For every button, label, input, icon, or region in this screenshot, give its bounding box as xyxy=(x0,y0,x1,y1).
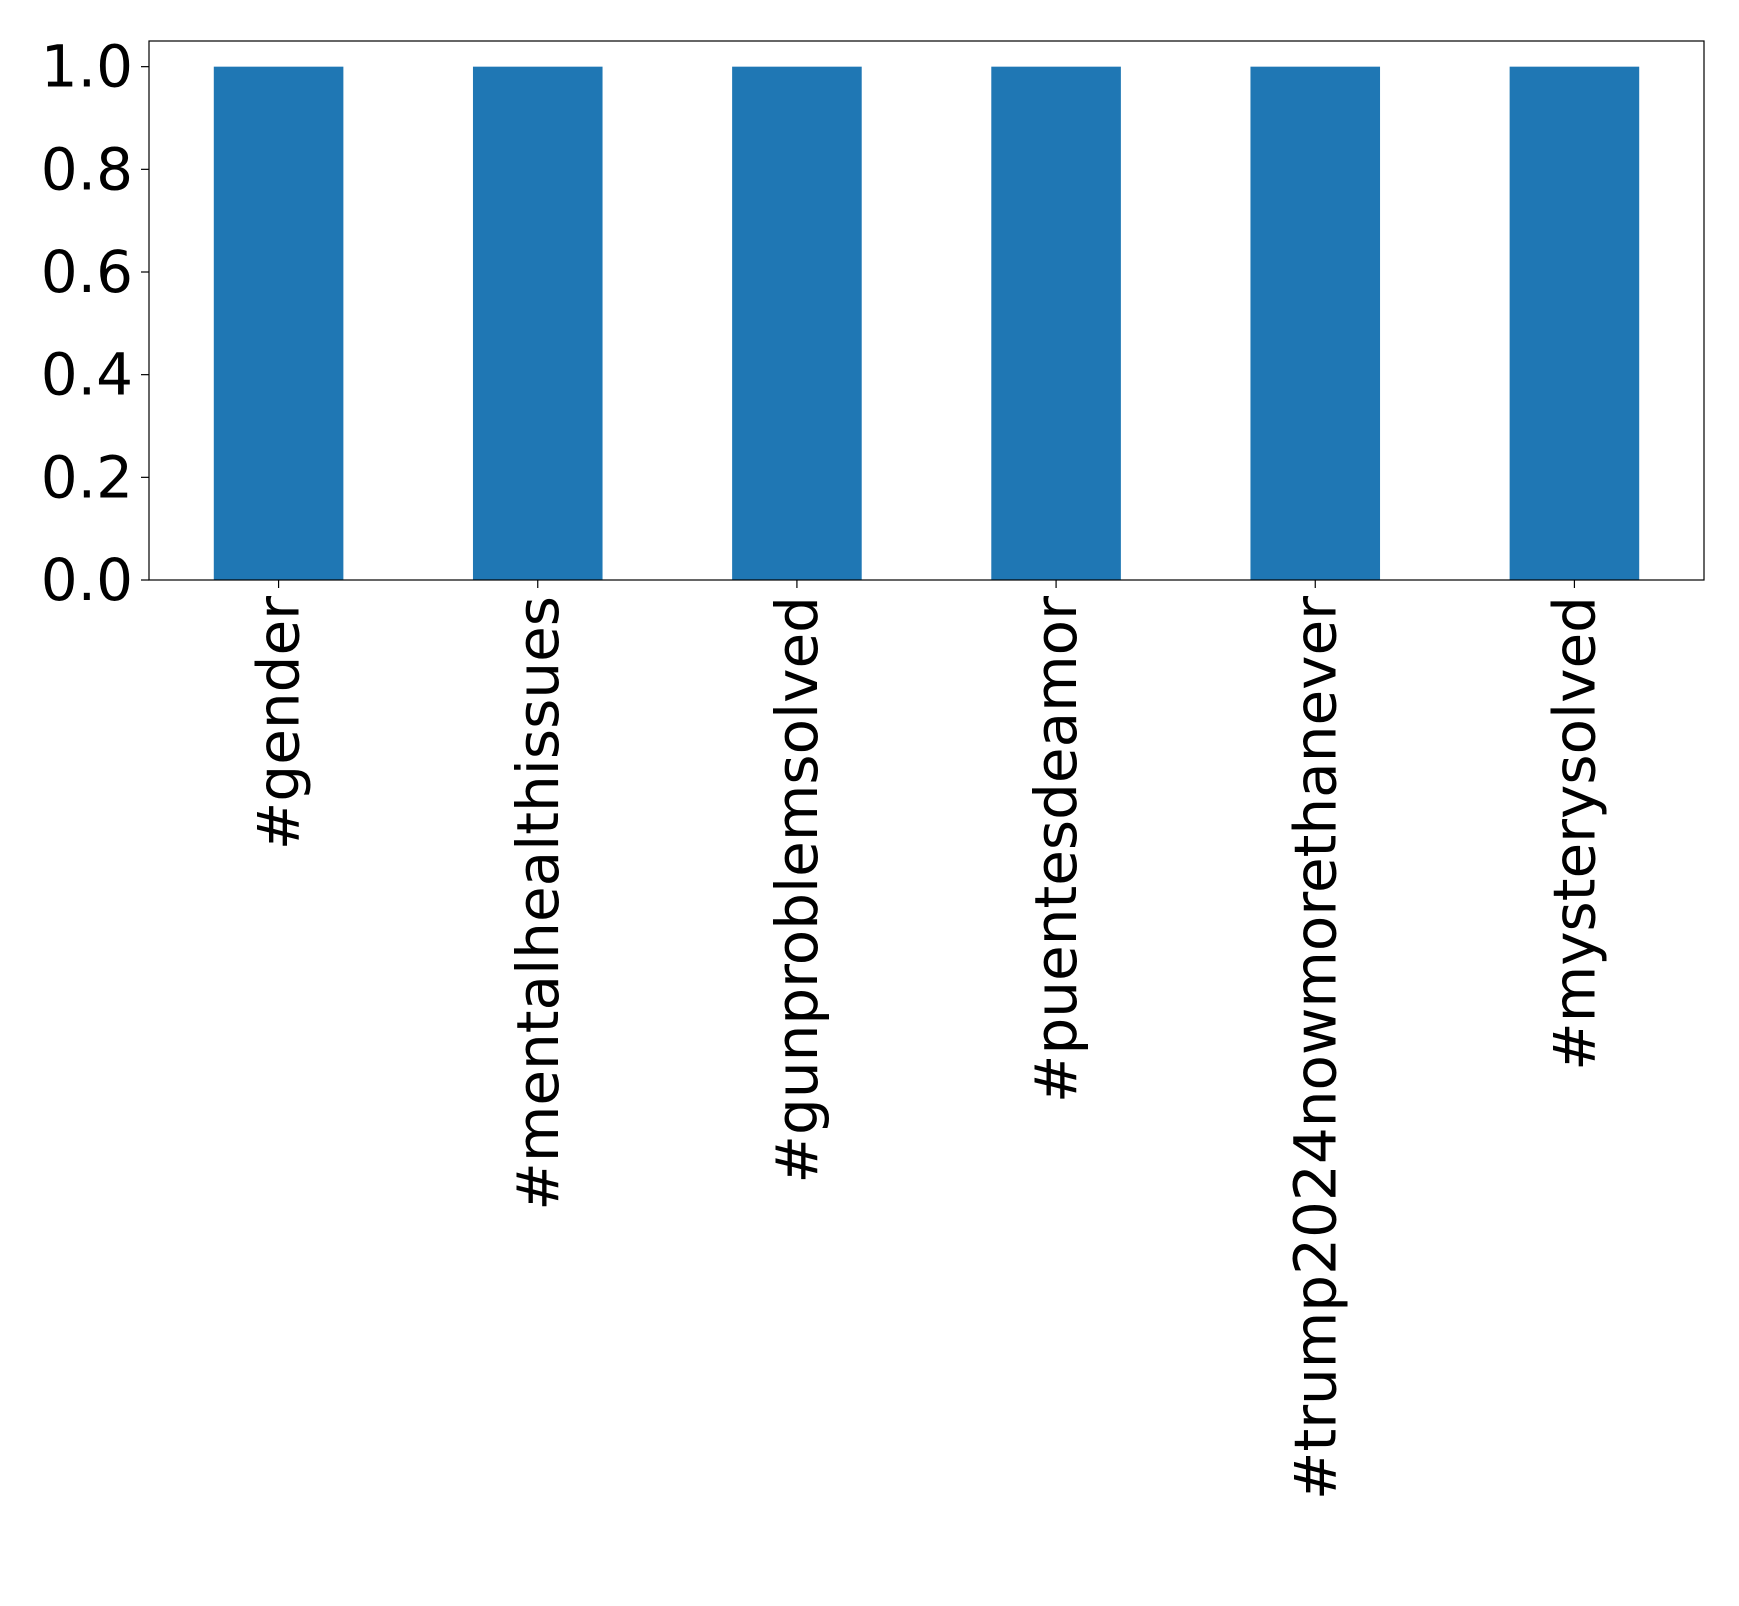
x-tick-label: #puentesdeamor xyxy=(1022,596,1090,1103)
y-tick-label: 1.0 xyxy=(41,33,133,101)
y-tick-label: 0.4 xyxy=(41,341,133,409)
bar-mentalhealthissues xyxy=(472,66,603,580)
y-tick-label: 0.2 xyxy=(41,443,133,511)
y-tick-label: 0.0 xyxy=(41,546,133,614)
x-tick-label: #gender xyxy=(245,596,313,850)
bar-gunproblemsolved xyxy=(732,66,862,580)
x-tick-label: #mentalhealthissues xyxy=(504,596,572,1211)
bar-puentesdeamor xyxy=(991,66,1121,580)
bar-gender xyxy=(213,66,344,580)
x-tick-label: #gunproblemsolved xyxy=(763,596,831,1184)
y-tick-label: 0.6 xyxy=(41,238,133,306)
x-tick-label: #trump2024nowmorethanever xyxy=(1281,596,1349,1500)
y-tick-label: 0.8 xyxy=(41,135,133,203)
plot-area-frame xyxy=(148,40,1705,581)
y-axis: 0.0 0.2 0.4 0.6 0.8 1.0 xyxy=(41,33,149,614)
bar-trump2024nowmorethanever xyxy=(1250,66,1381,580)
x-axis: #gender #mentalhealthissues #gunproblemsol… xyxy=(245,580,1608,1500)
bar-mysterysolved xyxy=(1509,66,1640,580)
bars-layer xyxy=(213,66,1640,580)
x-tick-label: #mysterysolved xyxy=(1540,596,1608,1071)
